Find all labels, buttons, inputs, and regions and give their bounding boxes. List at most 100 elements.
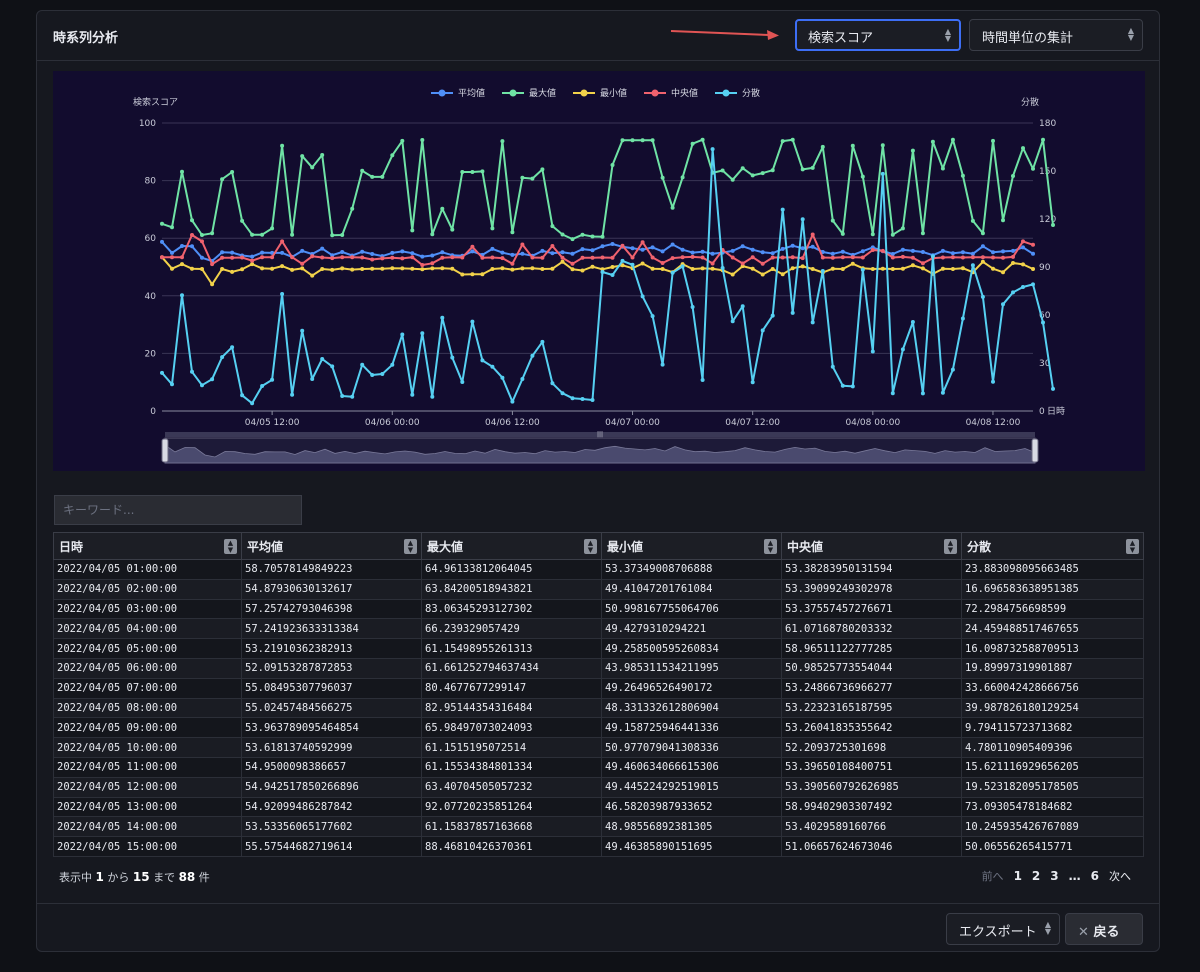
data-point	[400, 249, 405, 254]
data-point	[450, 227, 455, 232]
data-point	[330, 267, 335, 272]
data-point	[400, 266, 405, 271]
legend-label: 中央値	[671, 87, 698, 99]
next-page-button[interactable]: 次へ	[1109, 870, 1131, 883]
data-point	[450, 266, 455, 271]
table-cell: 53.390560792626985	[781, 776, 962, 798]
data-point	[360, 249, 365, 254]
data-point	[210, 282, 215, 287]
data-point	[980, 231, 985, 236]
data-point	[390, 153, 395, 158]
data-point	[630, 255, 635, 260]
data-point	[730, 319, 735, 324]
data-point	[360, 362, 365, 367]
sort-icon[interactable]: ▲ ▼	[224, 539, 237, 554]
table-cell: 50.998167755064706	[601, 598, 782, 620]
info-prefix: 表示中	[59, 871, 92, 884]
data-point	[880, 248, 885, 253]
table-cell: 82.95144354316484	[421, 697, 602, 719]
data-point	[590, 234, 595, 239]
sort-icon[interactable]: ▲ ▼	[764, 539, 777, 554]
data-point	[520, 242, 525, 247]
sort-icon[interactable]: ▲ ▼	[584, 539, 597, 554]
data-point	[730, 272, 735, 277]
data-point	[190, 369, 194, 374]
data-point	[640, 240, 645, 245]
data-point	[950, 255, 955, 260]
column-header[interactable]: 最小値 ▲ ▼	[601, 532, 782, 560]
legend-marker	[509, 89, 517, 97]
sort-icon[interactable]: ▲ ▼	[1126, 539, 1139, 554]
sort-icon[interactable]: ▲ ▼	[944, 539, 957, 554]
data-point	[400, 256, 405, 261]
data-point	[760, 261, 765, 266]
export-button[interactable]: エクスポート ▲ ▼	[946, 913, 1060, 945]
column-header[interactable]: 平均値 ▲ ▼	[241, 532, 422, 560]
data-point	[750, 247, 755, 252]
data-point	[500, 250, 505, 255]
table-row: 2022/04/05 06:00:00 52.09153287872853 61.6…	[53, 657, 1144, 679]
data-point	[490, 255, 495, 260]
table-cell: 15.621116929656205	[961, 756, 1144, 778]
data-point	[820, 144, 825, 149]
data-point	[680, 255, 685, 260]
data-point	[1021, 245, 1025, 250]
data-point	[190, 244, 194, 249]
data-point	[540, 339, 545, 344]
data-point	[310, 377, 315, 381]
data-point	[510, 230, 515, 235]
data-point	[560, 255, 565, 260]
sort-icon[interactable]: ▲ ▼	[404, 539, 417, 554]
data-point	[250, 401, 255, 406]
data-point	[270, 255, 275, 260]
data-point	[560, 391, 565, 396]
data-point	[250, 262, 255, 267]
data-point	[1041, 320, 1045, 325]
page-2-button[interactable]: 2	[1031, 869, 1041, 883]
data-point	[1001, 218, 1005, 223]
table-cell: 49.4279310294221	[601, 618, 782, 640]
keyword-search-input[interactable]	[54, 495, 302, 525]
data-point	[170, 266, 174, 271]
column-header[interactable]: 日時 ▲ ▼	[53, 532, 242, 560]
column-header[interactable]: 分散 ▲ ▼	[961, 532, 1144, 560]
data-point	[870, 267, 875, 271]
data-point	[310, 273, 315, 278]
prev-page-button[interactable]: 前へ	[981, 870, 1004, 883]
data-point	[230, 255, 235, 260]
data-point	[660, 175, 665, 180]
data-point	[180, 244, 184, 248]
data-point	[160, 221, 164, 226]
data-point	[800, 217, 805, 222]
table-cell: 73.09305478184682	[961, 796, 1144, 818]
data-point	[630, 138, 635, 143]
data-point	[440, 250, 445, 255]
data-point	[200, 267, 204, 271]
data-point	[410, 228, 415, 233]
series-line	[161, 148, 1054, 405]
data-point	[450, 355, 455, 360]
data-point	[510, 267, 515, 272]
column-header[interactable]: 最大値 ▲ ▼	[421, 532, 602, 560]
data-point	[530, 176, 535, 181]
metric-select[interactable]: 検索スコア ▲ ▼	[795, 19, 961, 51]
data-point	[520, 266, 525, 271]
table-cell: 16.098732588709513	[961, 638, 1144, 659]
legend-marker	[580, 89, 588, 97]
data-point	[260, 250, 265, 255]
page-1-button[interactable]: 1	[1013, 869, 1022, 883]
aggregation-select[interactable]: 時間単位の集計 ▲ ▼	[969, 19, 1143, 51]
data-point	[550, 381, 555, 386]
data-point	[840, 249, 845, 254]
page-6-button[interactable]: 6	[1090, 869, 1099, 883]
data-point	[890, 391, 895, 396]
data-point	[850, 143, 855, 148]
back-button[interactable]: ✕ 戻る	[1065, 913, 1143, 945]
data-point	[430, 261, 435, 266]
data-point	[810, 244, 815, 249]
info-from-suffix: から	[107, 871, 130, 884]
page-3-button[interactable]: 3	[1050, 869, 1059, 883]
data-point	[400, 332, 405, 337]
column-header[interactable]: 中央値 ▲ ▼	[781, 532, 962, 560]
data-point	[340, 255, 345, 260]
